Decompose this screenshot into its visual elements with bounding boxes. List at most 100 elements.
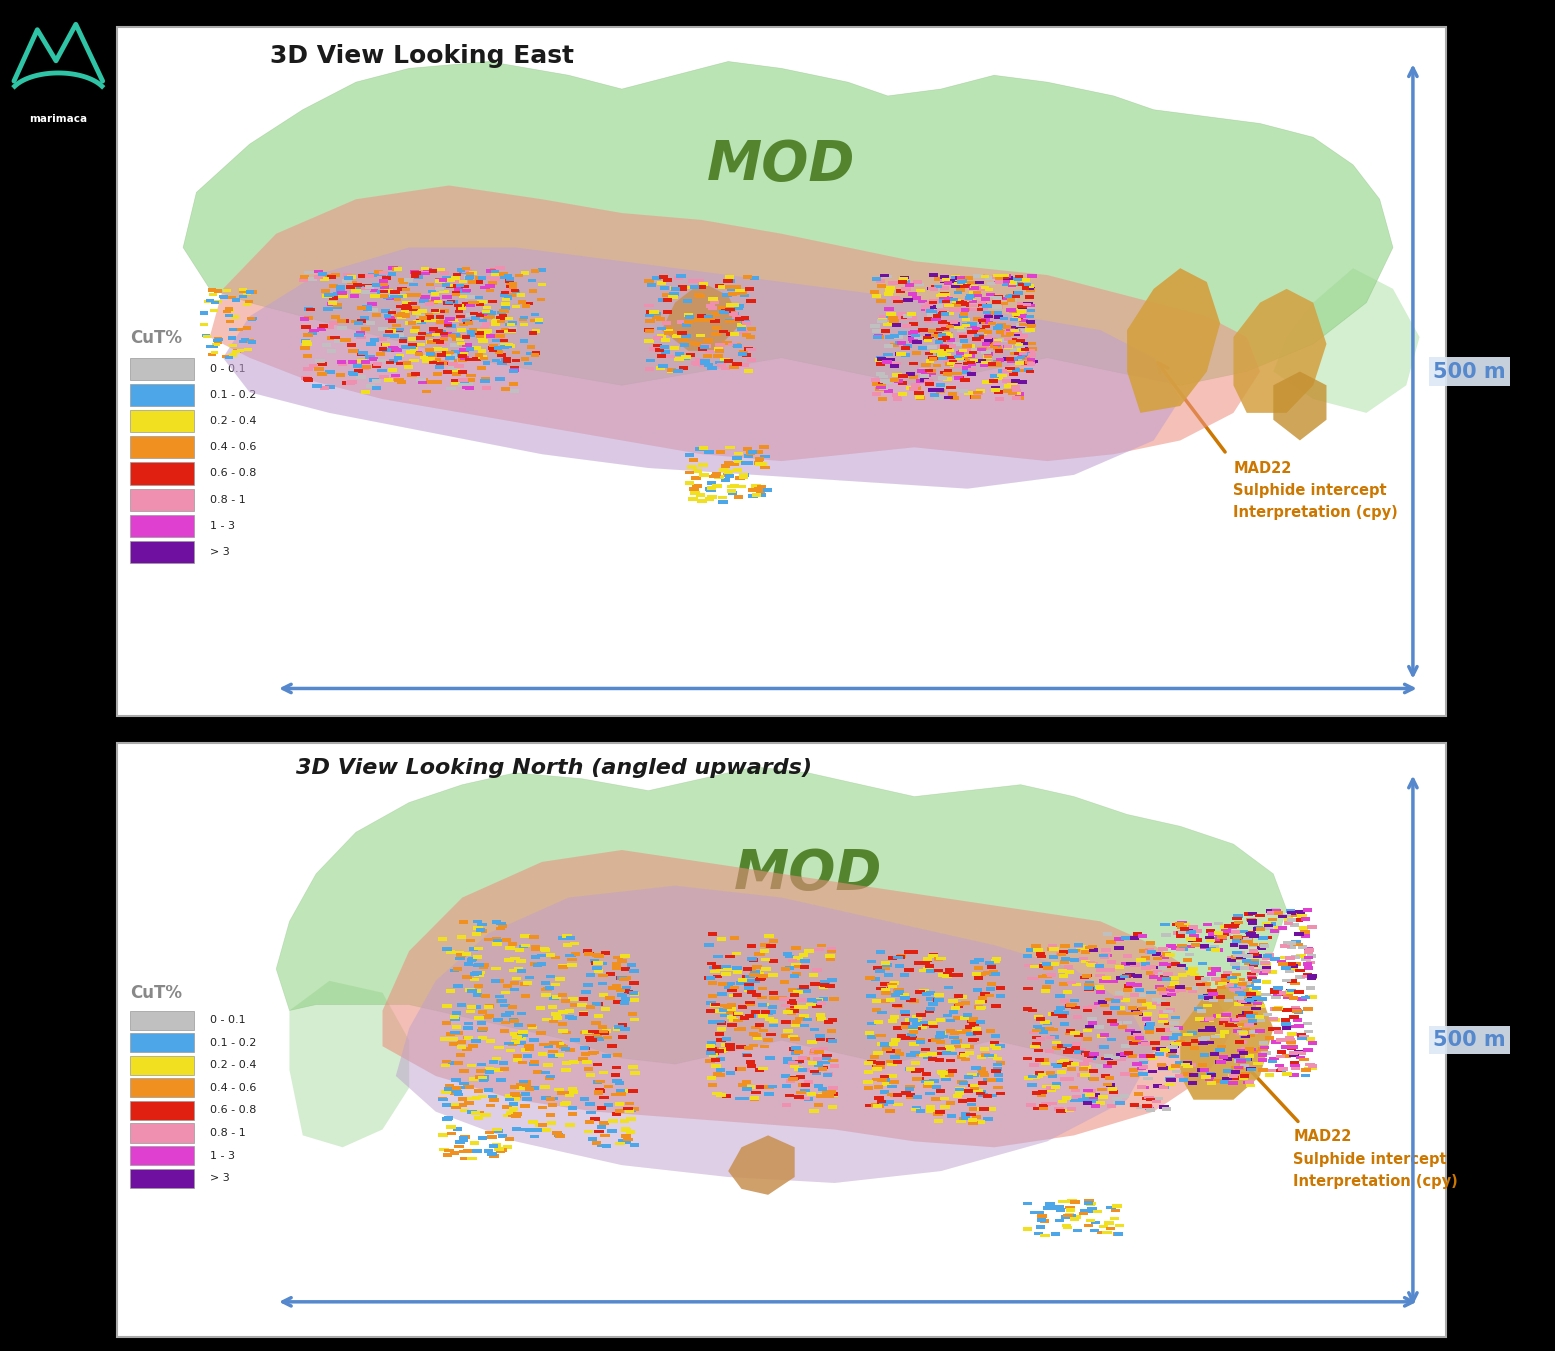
Bar [1009,372,1019,376]
Bar [704,350,714,354]
Bar [1188,938,1197,942]
Bar [658,299,667,303]
Bar [457,1044,466,1048]
Bar [1065,1004,1075,1008]
Bar [409,308,417,311]
Bar [476,335,484,338]
Bar [1210,946,1219,948]
Bar [726,303,736,307]
Bar [1000,386,1009,390]
Bar [715,1056,725,1061]
Bar [1146,1054,1155,1058]
Bar [624,1106,633,1111]
Bar [804,1079,813,1084]
Bar [872,1078,882,1081]
Bar [950,388,959,392]
Bar [995,1061,1005,1065]
Bar [947,1069,956,1073]
Bar [1256,1019,1266,1023]
Bar [1112,1097,1121,1100]
Bar [969,1121,978,1125]
Bar [1148,1056,1157,1059]
Bar [546,1097,555,1101]
Bar [935,277,944,281]
Bar [1113,1101,1123,1104]
Bar [1144,1105,1154,1109]
Bar [728,490,737,494]
Bar [935,1058,944,1062]
Bar [426,340,435,343]
Bar [1011,378,1020,382]
Bar [938,334,945,336]
Bar [1134,993,1143,997]
Bar [1214,981,1224,985]
Bar [709,297,718,301]
Bar [994,326,1003,330]
Bar [991,959,1000,963]
Bar [530,1135,540,1139]
Bar [599,1025,608,1028]
Bar [795,1096,804,1100]
Bar [726,1002,736,1006]
Bar [474,331,484,335]
Bar [519,339,527,343]
Bar [465,322,473,324]
Bar [1020,278,1029,282]
Bar [933,1119,942,1123]
Bar [969,363,977,366]
Bar [921,1021,930,1024]
Bar [1249,1012,1258,1016]
Bar [1247,1000,1256,1002]
Bar [1057,1063,1067,1066]
Bar [935,958,944,961]
Bar [437,315,445,319]
Bar [736,1097,743,1100]
Bar [980,335,989,339]
Bar [616,1142,625,1146]
Bar [1162,963,1171,966]
Bar [1110,1023,1120,1027]
Bar [882,1047,891,1051]
Bar [882,361,891,365]
Bar [1158,1016,1168,1020]
Bar [504,323,513,327]
Bar [232,299,239,301]
Bar [1009,281,1017,285]
Bar [564,1094,574,1097]
Bar [491,920,501,924]
Bar [692,484,701,488]
Bar [1207,989,1216,993]
Bar [527,346,535,349]
Bar [496,320,504,323]
Bar [1221,974,1230,978]
Bar [493,346,502,350]
Bar [875,1034,885,1038]
Bar [936,382,945,386]
Bar [781,1035,790,1038]
Bar [322,295,331,299]
Bar [1174,1061,1183,1065]
Bar [911,384,921,388]
Bar [875,278,885,282]
Bar [989,1044,998,1048]
FancyBboxPatch shape [131,1078,194,1097]
Bar [1244,936,1253,940]
FancyBboxPatch shape [131,1124,194,1143]
Bar [715,284,725,288]
Bar [453,1090,462,1093]
Bar [620,967,630,971]
Bar [1115,1006,1124,1009]
Bar [1200,1054,1210,1056]
Bar [1281,1054,1291,1058]
Bar [526,1128,535,1132]
Bar [1239,1074,1249,1078]
Bar [558,1023,568,1027]
Bar [449,1102,459,1106]
Bar [949,1036,958,1039]
Bar [437,359,446,363]
Bar [977,288,986,292]
Bar [978,1108,987,1111]
Bar [1228,1081,1238,1085]
Bar [1261,981,1270,985]
Text: CuT%: CuT% [131,330,182,347]
